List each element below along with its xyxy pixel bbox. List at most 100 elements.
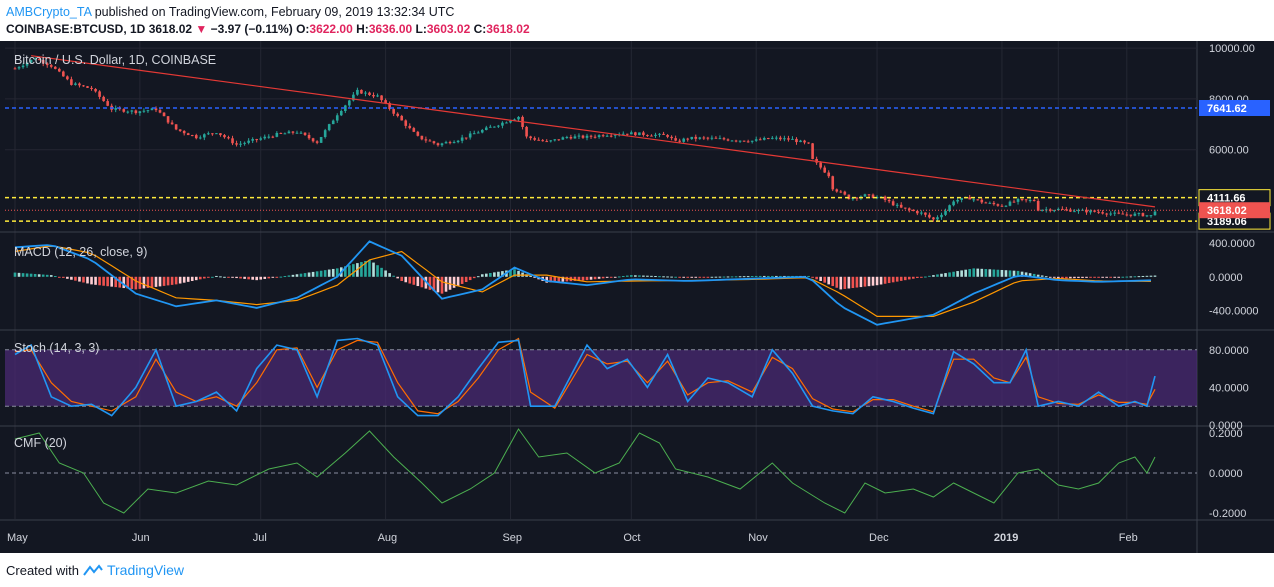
- macd-histogram-bar: [573, 276, 577, 281]
- stoch-tick-label: 80.0000: [1209, 345, 1249, 357]
- candle-body: [775, 137, 778, 139]
- candle-body: [940, 214, 943, 218]
- candle-body: [243, 142, 246, 144]
- macd-histogram-bar: [819, 276, 822, 281]
- macd-histogram-bar: [29, 273, 33, 277]
- macd-histogram-bar: [545, 276, 549, 283]
- macd-histogram-bar: [275, 276, 279, 278]
- candle-body: [557, 139, 561, 141]
- macd-histogram-bar: [972, 268, 976, 277]
- candle-body: [581, 135, 585, 138]
- macd-histogram-bar: [766, 275, 770, 277]
- candle-body: [1105, 213, 1108, 215]
- candle-body: [682, 138, 686, 142]
- macd-histogram-bar: [976, 268, 980, 277]
- macd-histogram-bar: [468, 276, 472, 281]
- macd-histogram-bar: [621, 276, 625, 278]
- macd-histogram-bar: [178, 276, 182, 284]
- macd-histogram-bar: [593, 276, 597, 280]
- candle-body: [730, 140, 734, 142]
- candle-body: [392, 109, 395, 114]
- macd-histogram-bar: [670, 276, 673, 278]
- candle-body: [944, 210, 947, 215]
- candle-body: [70, 79, 73, 85]
- candle-body: [573, 136, 577, 139]
- candle-body: [666, 134, 669, 137]
- macd-histogram-bar: [194, 276, 198, 281]
- macd-histogram-bar: [460, 276, 464, 284]
- macd-histogram-bar: [988, 269, 992, 277]
- macd-histogram-bar: [372, 262, 375, 277]
- candle-body: [247, 140, 250, 143]
- macd-histogram-bar: [936, 274, 939, 277]
- macd-histogram-bar: [674, 276, 677, 278]
- macd-histogram-bar: [779, 275, 782, 277]
- macd-histogram-bar: [710, 276, 714, 278]
- candle-body: [1065, 209, 1068, 211]
- candle-body: [1089, 210, 1092, 213]
- macd-histogram-bar: [1117, 276, 1121, 278]
- macd-histogram-bar: [1028, 273, 1032, 277]
- macd-histogram-bar: [863, 276, 867, 287]
- macd-histogram-bar: [581, 276, 585, 281]
- candle-body: [549, 140, 553, 142]
- candle-body: [58, 68, 61, 72]
- macd-histogram-bar: [388, 273, 391, 277]
- candle-body: [90, 87, 93, 89]
- candle-body: [219, 133, 222, 136]
- candle-body: [658, 133, 661, 135]
- macd-histogram-bar: [980, 268, 984, 277]
- macd-histogram-bar: [58, 276, 61, 278]
- macd-histogram-bar: [553, 276, 557, 283]
- candle-body: [476, 132, 480, 134]
- candle-body: [1141, 213, 1145, 217]
- candle-body: [875, 197, 879, 199]
- macd-histogram-bar: [1008, 270, 1012, 277]
- macd-histogram-bar: [392, 275, 395, 277]
- candle-body: [408, 125, 412, 129]
- macd-histogram-bar: [412, 276, 416, 285]
- macd-histogram-bar: [400, 276, 404, 281]
- candle-body: [299, 132, 303, 134]
- candle-body: [718, 138, 722, 140]
- macd-histogram-bar: [1093, 276, 1096, 278]
- chart-background: [0, 41, 1274, 553]
- candle-body: [190, 135, 194, 137]
- candle-body: [203, 134, 206, 138]
- macd-histogram-bar: [625, 275, 629, 277]
- macd-histogram-bar: [734, 276, 738, 278]
- author-link[interactable]: AMBCrypto_TA: [6, 5, 92, 19]
- candle-body: [360, 89, 363, 94]
- tradingview-brand[interactable]: TradingView: [106, 562, 185, 578]
- candle-body: [569, 137, 573, 139]
- macd-histogram-bar: [758, 275, 762, 277]
- macd-histogram-bar: [122, 276, 126, 289]
- macd-histogram-bar: [364, 261, 367, 277]
- candle-body: [1004, 205, 1008, 207]
- candle-body: [867, 194, 871, 196]
- candle-body: [283, 133, 287, 135]
- macd-histogram-bar: [1081, 276, 1084, 278]
- candle-body: [674, 138, 677, 141]
- candle-body: [41, 59, 45, 64]
- candle-body: [13, 68, 17, 70]
- candle-body: [505, 122, 508, 124]
- macd-histogram-bar: [231, 276, 234, 278]
- macd-histogram-bar: [630, 275, 633, 277]
- stoch-d-line: [14, 337, 1156, 415]
- candle-body: [368, 92, 371, 96]
- stoch-tick-label: 40.0000: [1209, 382, 1249, 394]
- macd-histogram-bar: [66, 276, 69, 279]
- candle-body: [1117, 212, 1121, 214]
- macd-histogram-bar: [484, 273, 488, 277]
- candle-body: [593, 136, 597, 138]
- macd-histogram-bar: [589, 276, 593, 280]
- stoch-tick-label: 0.0000: [1209, 420, 1243, 432]
- macd-histogram-bar: [1032, 273, 1036, 277]
- candle-body: [255, 139, 259, 141]
- macd-histogram-bar: [464, 276, 468, 283]
- macd-histogram-bar: [307, 272, 311, 277]
- candle-body: [754, 139, 758, 141]
- macd-histogram-bar: [984, 269, 988, 277]
- chart-canvas[interactable]: 6000.008000.0010000.007641.624111.663189…: [0, 41, 1274, 553]
